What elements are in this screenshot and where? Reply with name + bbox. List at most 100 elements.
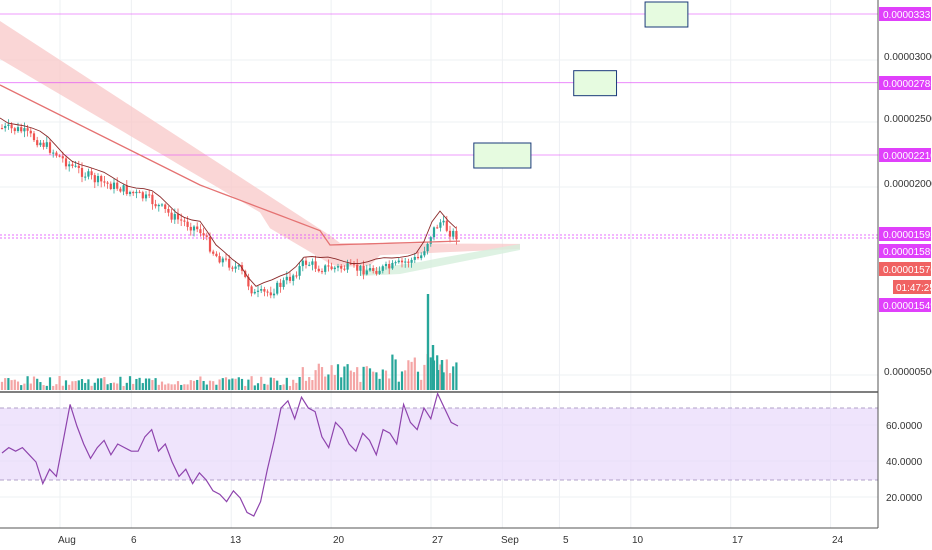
candle-body bbox=[20, 127, 23, 132]
x-tick-label: 27 bbox=[432, 535, 444, 546]
candle-body bbox=[253, 291, 256, 294]
volume-bar bbox=[64, 380, 68, 390]
candle-body bbox=[26, 128, 29, 131]
rsi-band bbox=[0, 408, 878, 480]
candle-body bbox=[311, 261, 314, 265]
volume-bar bbox=[224, 377, 228, 390]
volume-bar bbox=[135, 378, 138, 390]
volume-bar bbox=[436, 370, 440, 390]
volume-bar bbox=[42, 385, 45, 390]
volume-bar bbox=[183, 384, 186, 390]
volume-bar bbox=[368, 368, 372, 390]
volume-bar bbox=[343, 366, 346, 390]
candle-body bbox=[103, 181, 106, 183]
candle-body bbox=[413, 256, 416, 260]
volume-bar bbox=[260, 376, 263, 390]
candle-body bbox=[340, 266, 343, 269]
volume-bar bbox=[308, 377, 311, 390]
candle-body bbox=[304, 260, 308, 265]
candle-body bbox=[189, 226, 192, 231]
volume-bar bbox=[420, 379, 423, 390]
candle-body bbox=[384, 263, 388, 267]
candle-body bbox=[16, 127, 20, 132]
candle-body bbox=[224, 258, 228, 260]
volume-bar bbox=[202, 380, 205, 390]
candle-body bbox=[154, 204, 157, 207]
candle-body bbox=[144, 194, 148, 199]
candle-body bbox=[362, 265, 365, 275]
candle-body bbox=[276, 282, 279, 294]
candle-body bbox=[452, 230, 455, 237]
y-tick-label: 0.00002500 bbox=[884, 114, 932, 125]
price-tag-label: 0.00001593 bbox=[883, 230, 932, 241]
x-tick-label: 17 bbox=[732, 535, 744, 546]
candle-body bbox=[372, 268, 375, 271]
volume-bar bbox=[116, 383, 119, 390]
candle-body bbox=[205, 235, 208, 237]
candle-body bbox=[61, 156, 64, 159]
candle-body bbox=[298, 266, 301, 276]
volume-bar bbox=[61, 385, 64, 390]
candle-body bbox=[333, 267, 336, 270]
candle-body bbox=[247, 276, 250, 287]
candle-body bbox=[29, 130, 32, 134]
rsi-axis: 60.0000 40.0000 20.0000 bbox=[886, 421, 923, 504]
volume-bar bbox=[330, 365, 333, 390]
candle-body bbox=[407, 261, 410, 263]
volume-bar bbox=[192, 380, 196, 390]
candle-body bbox=[32, 133, 36, 141]
candle-body bbox=[0, 128, 4, 129]
volume-bar bbox=[109, 383, 112, 390]
candle-body bbox=[208, 236, 212, 252]
candle-body bbox=[346, 263, 349, 270]
candle-body bbox=[244, 270, 247, 277]
candle-body bbox=[378, 270, 381, 274]
candle-body bbox=[215, 253, 218, 257]
volume-bar bbox=[431, 345, 435, 390]
candle-body bbox=[288, 276, 292, 281]
volume-bar bbox=[410, 361, 413, 390]
candle-body bbox=[176, 214, 180, 220]
candle-body bbox=[96, 176, 100, 183]
volume-bar bbox=[52, 385, 55, 390]
moving-averages bbox=[0, 84, 461, 287]
candle-body bbox=[199, 229, 202, 234]
candle-body bbox=[359, 265, 362, 271]
volume-bar bbox=[164, 384, 167, 390]
volume-bar bbox=[311, 380, 314, 390]
candle-body bbox=[80, 167, 84, 177]
candle-body bbox=[55, 152, 58, 156]
candle-body bbox=[151, 194, 154, 205]
candle-body bbox=[93, 175, 96, 183]
volume-bar bbox=[20, 385, 23, 390]
volume-bar bbox=[256, 383, 260, 390]
volume-bar bbox=[304, 380, 308, 390]
volume-bar bbox=[423, 364, 426, 390]
candle-body bbox=[381, 266, 384, 271]
candle-body bbox=[343, 268, 346, 270]
candle-body bbox=[368, 268, 372, 271]
rsi-tick-label: 60.0000 bbox=[886, 421, 923, 432]
volume-bar bbox=[263, 383, 266, 390]
rsi-line bbox=[1, 391, 459, 517]
candle-body bbox=[308, 264, 311, 266]
volume-bar bbox=[400, 371, 404, 390]
candle-body bbox=[212, 251, 215, 254]
volume-bar bbox=[10, 380, 13, 390]
candle-body bbox=[109, 183, 112, 190]
candle-body bbox=[352, 263, 356, 265]
candle-body bbox=[365, 270, 368, 275]
volume-bar bbox=[279, 385, 282, 390]
volume-bar bbox=[336, 364, 340, 390]
volume-bar bbox=[298, 376, 301, 390]
volume-bar bbox=[397, 381, 400, 390]
candle-body bbox=[64, 158, 68, 167]
volume-bar bbox=[413, 357, 416, 390]
candle-body bbox=[228, 258, 231, 268]
volume-bar bbox=[295, 382, 298, 390]
volume-bar bbox=[80, 379, 84, 390]
candle-body bbox=[45, 142, 48, 147]
volume-bar bbox=[186, 384, 189, 390]
volume-bar bbox=[84, 382, 87, 390]
candle-body bbox=[429, 237, 432, 244]
